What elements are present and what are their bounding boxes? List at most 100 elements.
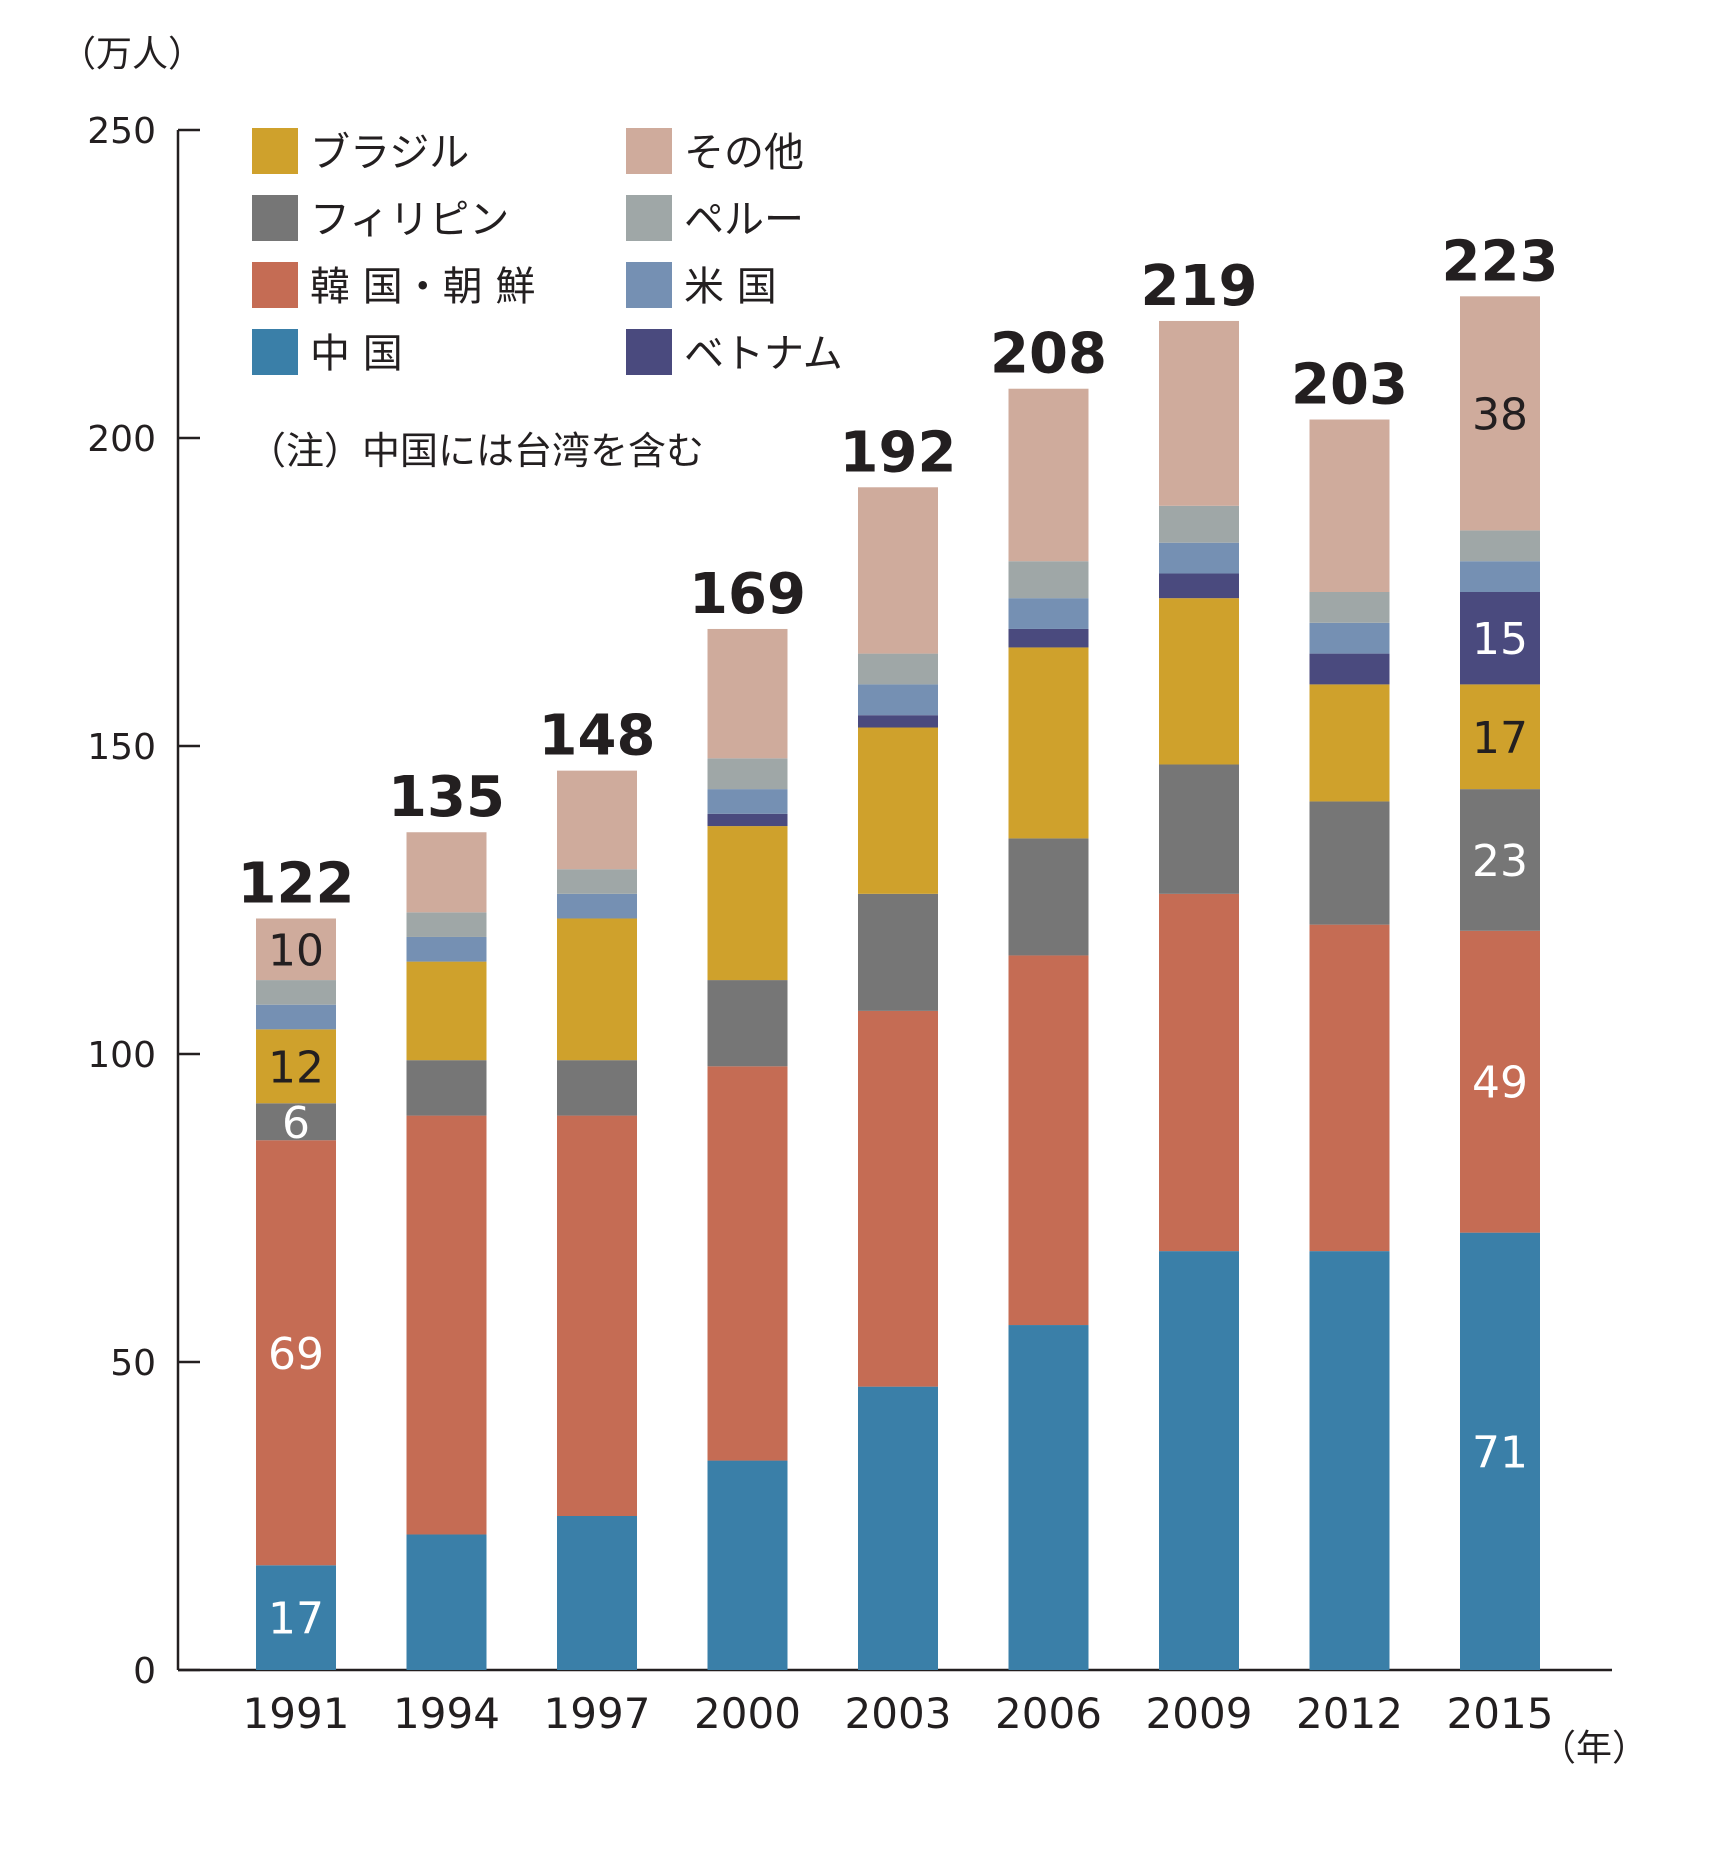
bar-segment (858, 1010, 938, 1387)
y-axis-ticks: 0 50 100 150 200 250 (87, 111, 200, 1692)
bar-segment (1008, 838, 1089, 956)
y-tick-label: 50 (110, 1343, 156, 1384)
bar-2003 (858, 487, 938, 1670)
x-axis-labels: 1991 1994 1997 2000 2003 2006 2009 2012 2015 (243, 1689, 1554, 1738)
bar-segment (1159, 1251, 1239, 1670)
bar-segment (707, 628, 788, 759)
legend-item: ペルー (626, 195, 804, 243)
x-tick-label: 1994 (393, 1689, 500, 1738)
bar-segment (707, 813, 788, 827)
bar-segment (1309, 622, 1390, 654)
y-tick-label: 250 (87, 111, 156, 152)
bar-segment (557, 869, 637, 894)
bar-2000 (707, 628, 788, 1670)
bar-segment (1159, 320, 1239, 506)
bar-segment (858, 684, 938, 716)
bar-segment (1159, 573, 1239, 599)
bar-segment (1460, 592, 1540, 685)
legend-label: フィリピン (310, 197, 509, 243)
bar-segment (1309, 592, 1390, 623)
bar-segment (1159, 505, 1239, 543)
bar-segment (406, 1115, 487, 1535)
bar-segment (1460, 561, 1540, 592)
bar-segment (557, 770, 637, 870)
y-tick-label: 0 (133, 1651, 156, 1692)
bar-segment (1159, 764, 1239, 894)
segment-value-label: 12 (268, 1042, 324, 1093)
bar-segment (707, 826, 788, 981)
total-value-label: 219 (1141, 254, 1258, 319)
bar-segment (256, 1140, 336, 1566)
bar-segment (1008, 1325, 1089, 1670)
bar-segment (256, 1565, 336, 1670)
y-tick-label: 150 (87, 727, 156, 768)
bar-segment (406, 832, 487, 913)
legend-item: ブラジル (252, 128, 469, 176)
segment-value-label: 6 (282, 1098, 310, 1149)
bar-segment (1008, 955, 1089, 1326)
segment-value-label: 10 (268, 925, 324, 976)
segment-value-label: 38 (1472, 389, 1528, 440)
segment-value-label: 17 (268, 1594, 324, 1645)
bar-segment (1159, 893, 1239, 1252)
bar-segment (1008, 598, 1089, 629)
bar-2015: 71 49 23 17 15 38 (1460, 296, 1540, 1670)
x-tick-label: 2009 (1146, 1689, 1253, 1738)
bar-segment (406, 936, 487, 962)
segment-value-label: 71 (1472, 1427, 1528, 1478)
bar-segment (1309, 419, 1390, 592)
segment-value-label: 23 (1472, 836, 1528, 887)
bars: 17 69 612 10 71 49 23 17 15 38 (256, 296, 1540, 1670)
bar-2012 (1309, 419, 1390, 1670)
bar-1997 (557, 770, 637, 1670)
legend-label: その他 (684, 130, 804, 176)
y-tick-label: 200 (87, 419, 156, 460)
bar-segment (256, 980, 336, 1005)
bar-1994 (406, 832, 487, 1670)
legend-label: ベトナム (684, 331, 843, 377)
total-value-label: 148 (539, 704, 656, 769)
bar-segment (1159, 598, 1239, 765)
total-value-label: 122 (238, 851, 355, 916)
bar-segment (406, 1534, 487, 1670)
total-value-label: 169 (689, 562, 806, 627)
legend-label: ペルー (684, 197, 804, 243)
bar-segment (557, 1060, 637, 1116)
segment-value-label: 17 (1472, 713, 1528, 764)
legend-item: その他 (626, 128, 804, 176)
legend-swatch (252, 195, 298, 241)
bar-segment (1460, 1232, 1540, 1670)
bar-segment (858, 715, 938, 728)
bar-segment (1008, 628, 1089, 648)
bar-segment (1460, 530, 1540, 562)
bar-segment (406, 1060, 487, 1116)
segment-value-label: 49 (1472, 1058, 1528, 1109)
bar-segment (1309, 684, 1390, 802)
legend-swatch (252, 262, 298, 308)
bar-segment (1460, 296, 1540, 531)
legend-swatch (626, 262, 672, 308)
legend-item: フィリピン (252, 195, 509, 243)
bar-segment (858, 727, 938, 894)
total-value-label: 135 (388, 765, 505, 830)
segment-value-label: 69 (268, 1329, 324, 1380)
bar-segment (707, 789, 788, 814)
bar-segment (256, 918, 336, 981)
legend-item: 米 国 (626, 262, 777, 310)
bar-segment (858, 653, 938, 685)
total-labels: 122 135 148 169 192 208 219 203 223 (238, 229, 1559, 916)
bar-segment (406, 912, 487, 937)
legend-item: 中 国 (252, 329, 403, 377)
legend-label: 韓 国・朝 鮮 (310, 264, 535, 310)
bar-segment (557, 1516, 637, 1670)
bar-segment (858, 1386, 938, 1670)
y-axis-unit: （万人） (60, 34, 204, 75)
bar-segment (858, 487, 938, 654)
chart-note: （注）中国には台湾を含む (248, 429, 704, 473)
bar-segment (406, 961, 487, 1061)
bar-segment (707, 980, 788, 1067)
bar-segment (707, 1460, 788, 1670)
bar-segment (557, 893, 637, 919)
